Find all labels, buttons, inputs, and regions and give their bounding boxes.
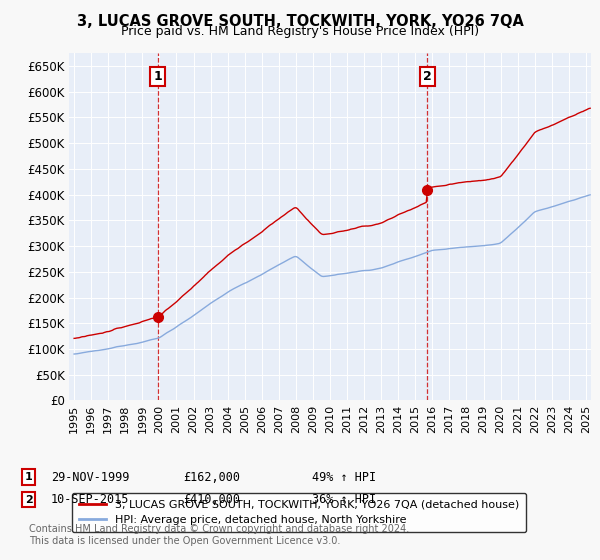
Text: £162,000: £162,000	[183, 470, 240, 484]
Text: £410,000: £410,000	[183, 493, 240, 506]
Legend: 3, LUCAS GROVE SOUTH, TOCKWITH, YORK, YO26 7QA (detached house), HPI: Average pr: 3, LUCAS GROVE SOUTH, TOCKWITH, YORK, YO…	[72, 493, 526, 532]
Text: 2: 2	[422, 70, 431, 83]
Text: Contains HM Land Registry data © Crown copyright and database right 2024.
This d: Contains HM Land Registry data © Crown c…	[29, 524, 409, 546]
Text: 36% ↑ HPI: 36% ↑ HPI	[312, 493, 376, 506]
Text: 1: 1	[154, 70, 162, 83]
Text: 29-NOV-1999: 29-NOV-1999	[51, 470, 130, 484]
Text: 2: 2	[25, 494, 32, 505]
Text: 1: 1	[25, 472, 32, 482]
Text: 10-SEP-2015: 10-SEP-2015	[51, 493, 130, 506]
Text: 49% ↑ HPI: 49% ↑ HPI	[312, 470, 376, 484]
Text: Price paid vs. HM Land Registry's House Price Index (HPI): Price paid vs. HM Land Registry's House …	[121, 25, 479, 38]
Text: 3, LUCAS GROVE SOUTH, TOCKWITH, YORK, YO26 7QA: 3, LUCAS GROVE SOUTH, TOCKWITH, YORK, YO…	[77, 14, 523, 29]
